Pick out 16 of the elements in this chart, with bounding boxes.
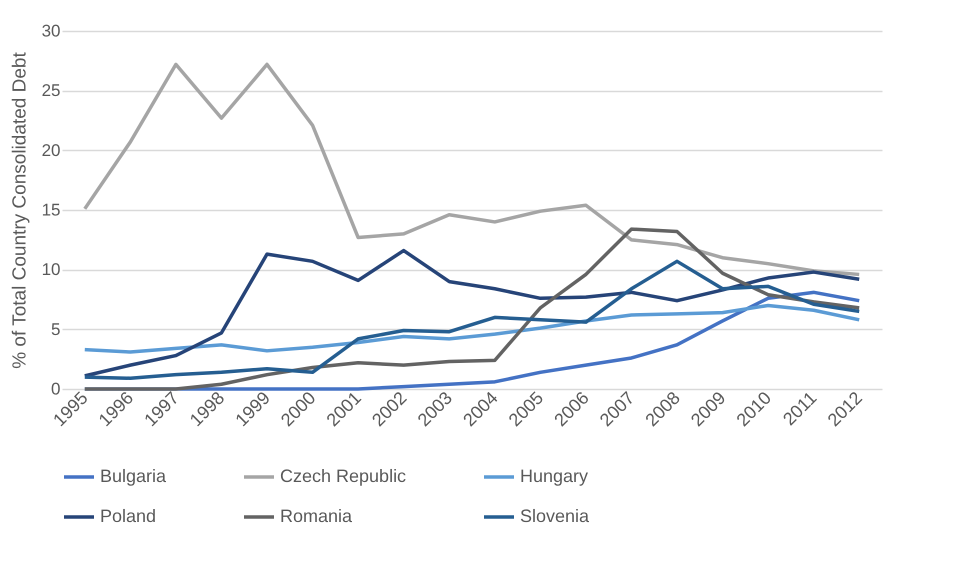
line-series (83, 62, 861, 276)
line-series (83, 304, 861, 354)
legend-label: Czech Republic (280, 466, 406, 486)
y-tick-label: 30 (42, 22, 60, 40)
legend-label: Slovenia (520, 506, 590, 526)
y-axis-title: % of Total Country Consolidated Debt (10, 52, 31, 369)
y-tick-label: 20 (42, 140, 60, 160)
legend-label: Poland (100, 506, 156, 526)
legend-label: Romania (280, 506, 354, 526)
legend-label: Hungary (520, 466, 588, 486)
line-series (83, 227, 861, 391)
y-tick-label: 10 (42, 260, 60, 280)
y-tick-label: 15 (42, 200, 60, 220)
y-tick-label: 25 (42, 81, 60, 100)
y-tick-label: 5 (51, 320, 60, 339)
legend-label: Bulgaria (100, 466, 168, 486)
